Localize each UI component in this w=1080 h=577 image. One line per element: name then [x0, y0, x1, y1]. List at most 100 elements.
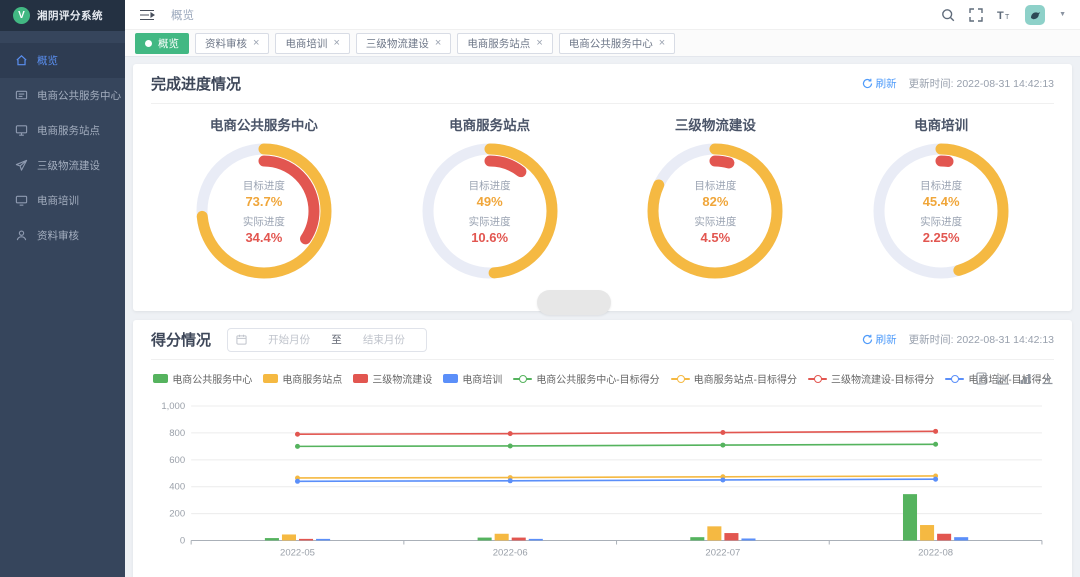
sidebar-collapse-icon[interactable] — [139, 8, 155, 22]
refresh-label: 刷新 — [875, 78, 897, 90]
breadcrumb: 概览 — [171, 9, 194, 22]
tab-5[interactable]: 电商公共服务中心 × — [558, 32, 676, 54]
donut-svg — [647, 143, 783, 279]
actual-progress-label: 实际进度 — [920, 215, 963, 228]
start-month-input[interactable]: 开始月份 — [268, 334, 311, 346]
actual-arc — [208, 155, 320, 267]
legend-label: 电商公共服务中心-目标得分 — [536, 375, 660, 386]
svg-text:2022-07: 2022-07 — [705, 548, 740, 559]
main-content: 完成进度情况 刷新 更新时间: 2022-08-31 14:42:13 电商公共… — [125, 57, 1080, 577]
legend-item-1[interactable]: 电商服务站点 — [263, 371, 342, 386]
tab-1[interactable]: 资料审核 × — [195, 32, 270, 54]
tab-label: 三级物流建设 — [365, 37, 429, 50]
score-header-actions: 刷新 更新时间: 2022-08-31 14:42:13 — [862, 332, 1054, 347]
tab-close-icon[interactable]: × — [536, 36, 543, 49]
legend-label: 三级物流建设 — [372, 375, 433, 386]
sidebar-item-5[interactable]: 资料审核 — [0, 218, 125, 253]
data-view-icon[interactable] — [975, 372, 988, 385]
tab-0[interactable]: 概览 — [135, 32, 189, 54]
app-title: 湘阴评分系统 — [37, 10, 103, 22]
svg-text:2022-06: 2022-06 — [493, 548, 528, 559]
legend-item-0[interactable]: 电商公共服务中心 — [153, 371, 252, 386]
donut-title: 电商公共服务中心 — [209, 118, 318, 133]
line-series-3 — [294, 476, 939, 484]
target-arc — [196, 143, 332, 279]
end-month-input[interactable]: 结束月份 — [362, 334, 405, 346]
line-chart-icon[interactable] — [997, 372, 1010, 385]
tab-label: 电商服务站点 — [467, 37, 531, 50]
legend-line-marker — [670, 374, 690, 383]
donut-title: 电商服务站点 — [449, 118, 531, 133]
sidebar-item-2[interactable]: 电商服务站点 — [0, 113, 125, 148]
refresh-button[interactable]: 刷新 — [862, 332, 897, 347]
progress-donut: 三级物流建设 目标进度 82% 实际进度 4.5% — [603, 110, 829, 285]
download-icon[interactable] — [1041, 372, 1054, 385]
section-divider-pill[interactable] — [537, 290, 611, 315]
tab-label: 电商公共服务中心 — [568, 37, 653, 50]
fullscreen-icon[interactable] — [969, 7, 983, 22]
target-progress-value: 82% — [702, 193, 729, 209]
score-chart: 0 200 400 600 800 1,000 2022-05 2022-06 2022-07 2… — [151, 392, 1054, 569]
legend-label: 电商培训 — [462, 375, 503, 386]
legend-line-marker — [513, 374, 533, 383]
user-avatar[interactable] — [1025, 4, 1046, 25]
tab-3[interactable]: 三级物流建设 × — [355, 32, 452, 54]
legend-item-5[interactable]: 电商服务站点-目标得分 — [670, 371, 797, 386]
score-chart-svg: 0 200 400 600 800 1,000 2022-05 2022-06 2022-07 2… — [161, 401, 1043, 559]
tab-2[interactable]: 电商培训 × — [275, 32, 350, 54]
legend-item-2[interactable]: 三级物流建设 — [353, 371, 432, 386]
tab-close-icon[interactable]: × — [333, 36, 340, 49]
progress-section-card: 完成进度情况 刷新 更新时间: 2022-08-31 14:42:13 电商公共… — [133, 64, 1072, 311]
tab-4[interactable]: 电商服务站点 × — [457, 32, 553, 54]
month-range-picker[interactable]: 开始月份 至 结束月份 — [227, 327, 428, 352]
sidebar-item-label: 电商培训 — [37, 195, 79, 207]
refresh-icon — [862, 334, 872, 345]
bar-series-2 — [299, 533, 952, 541]
donut-chart: 目标进度 82% 实际进度 4.5% — [641, 137, 789, 285]
svg-text:2022-05: 2022-05 — [280, 548, 315, 559]
chevron-down-icon[interactable]: ▼ — [1059, 11, 1066, 18]
sidebar-item-0[interactable]: 概览 — [0, 43, 125, 78]
sidebar-item-1[interactable]: 电商公共服务中心 — [0, 78, 125, 113]
legend-items: 电商公共服务中心 电商服务站点 三级物流建设 电商培训 电商公共服务中心-目标得分 电商服… — [153, 371, 1052, 386]
legend-item-3[interactable]: 电商培训 — [443, 371, 502, 386]
legend-item-7[interactable]: 电商培训-目标得分 — [945, 371, 1052, 386]
target-progress-label: 目标进度 — [694, 179, 737, 192]
logo-icon: V — [13, 7, 30, 24]
legend-item-6[interactable]: 三级物流建设-目标得分 — [808, 371, 934, 386]
target-arc — [873, 143, 1009, 279]
refresh-button[interactable]: 刷新 — [862, 76, 897, 91]
progress-donut: 电商服务站点 目标进度 49% 实际进度 10.6% — [377, 110, 603, 285]
tab-close-icon[interactable]: × — [253, 36, 260, 49]
training-icon — [15, 194, 28, 207]
svg-text:200: 200 — [169, 509, 185, 520]
calendar-icon — [236, 334, 247, 345]
progress-donut: 电商培训 目标进度 45.4% 实际进度 2.25% — [828, 110, 1054, 285]
bar-series-3 — [316, 537, 969, 541]
legend-item-4[interactable]: 电商公共服务中心-目标得分 — [513, 371, 660, 386]
actual-progress-label: 实际进度 — [468, 215, 511, 228]
station-icon — [15, 124, 28, 137]
tab-close-icon[interactable]: × — [658, 36, 666, 49]
target-progress-value: 45.4% — [922, 193, 960, 209]
donut-svg — [196, 143, 332, 279]
score-section-title: 得分情况 — [151, 332, 212, 349]
sidebar-item-4[interactable]: 电商培训 — [0, 183, 125, 218]
score-section-card: 得分情况 开始月份 至 结束月份 刷新 更新时间: 2022-08-31 14:… — [133, 320, 1072, 577]
bar-chart-icon[interactable] — [1019, 372, 1032, 385]
target-progress-value: 73.7% — [245, 193, 283, 209]
sidebar-item-label: 电商服务站点 — [37, 125, 100, 137]
svg-text:400: 400 — [169, 482, 185, 493]
actual-arc — [659, 155, 771, 267]
legend-label: 电商培训-目标得分 — [968, 375, 1052, 386]
update-time: 更新时间: 2022-08-31 14:42:13 — [908, 78, 1054, 90]
sidebar-item-3[interactable]: 三级物流建设 — [0, 148, 125, 183]
sidebar-menu: 概览 电商公共服务中心电商服务站点三级物流建设电商培训资料审核 — [0, 31, 125, 253]
tab-close-icon[interactable]: × — [434, 36, 442, 49]
search-icon[interactable] — [941, 8, 955, 22]
bar-series-1 — [281, 525, 935, 541]
legend-line-marker — [808, 374, 827, 383]
